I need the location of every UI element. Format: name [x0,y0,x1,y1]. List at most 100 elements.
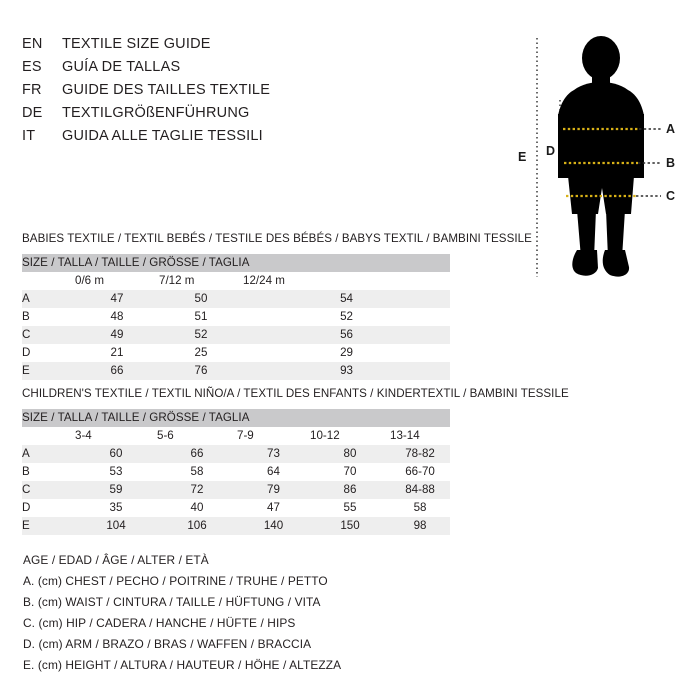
table-row: A 47 50 54 [22,290,451,308]
babies-cell-c-2: 56 [243,326,451,344]
figure-label-b: B [666,156,676,170]
children-column-header-3: 10-12 [310,427,390,445]
children-cell-c-2: 79 [237,481,310,499]
babies-column-header-row: 0/6 m 7/12 m 12/24 m [22,272,451,290]
table-row: C 49 52 56 [22,326,451,344]
babies-cell-b-2: 52 [243,308,451,326]
children-cell-e-3: 150 [310,517,390,535]
figure-label-c: C [666,189,676,203]
babies-cell-d-1: 25 [159,344,243,362]
babies-cell-a-1: 50 [159,290,243,308]
table-row: A 60 66 73 80 78-82 [22,445,451,463]
table-row: E 66 76 93 [22,362,451,380]
children-column-header-1: 5-6 [157,427,237,445]
children-cell-c-3: 86 [310,481,390,499]
language-row-it: IT GUIDA ALLE TAGLIE TESSILI [22,128,352,151]
legend-line-arm: D. (cm) ARM / BRAZO / BRAS / WAFFEN / BR… [23,637,312,651]
babies-row-label-c: C [22,326,75,344]
babies-row-label-b: B [22,308,75,326]
language-title-it: GUIDA ALLE TAGLIE TESSILI [62,128,263,144]
children-cell-e-4: 98 [390,517,451,535]
babies-cell-e-2: 93 [243,362,451,380]
language-title-de: TEXTILGRÖßENFÜHRUNG [62,105,250,121]
table-row: E 104 106 140 150 98 [22,517,451,535]
children-column-header-0: 3-4 [75,427,157,445]
legend-line-hip: C. (cm) HIP / CADERA / HANCHE / HÜFTE / … [23,616,296,630]
children-row-label-e: E [22,517,75,535]
children-cell-c-0: 59 [75,481,157,499]
children-cell-a-0: 60 [75,445,157,463]
language-title-en: TEXTILE SIZE GUIDE [62,36,211,52]
babies-column-header-1: 7/12 m [159,272,243,290]
table-row: B 53 58 64 70 66-70 [22,463,451,481]
babies-cell-e-1: 76 [159,362,243,380]
children-cell-a-2: 73 [237,445,310,463]
children-corner-cell [22,427,75,445]
children-cell-e-0: 104 [75,517,157,535]
children-column-header-2: 7-9 [237,427,310,445]
babies-cell-c-0: 49 [75,326,159,344]
children-cell-b-4: 66-70 [390,463,451,481]
child-silhouette-diagram [536,36,661,277]
figure-label-d: D [546,144,556,158]
language-code-fr: FR [22,82,42,98]
children-cell-a-1: 66 [157,445,237,463]
children-column-header-row: 3-4 5-6 7-9 10-12 13-14 [22,427,451,445]
children-cell-b-1: 58 [157,463,237,481]
children-cell-e-2: 140 [237,517,310,535]
children-cell-b-0: 53 [75,463,157,481]
babies-cell-d-2: 29 [243,344,451,362]
babies-row-label-d: D [22,344,75,362]
language-row-es: ES GUÍA DE TALLAS [22,59,352,82]
babies-cell-b-0: 48 [75,308,159,326]
children-size-header-label: SIZE / TALLA / TAILLE / GRÖSSE / TAGLIA [22,409,451,427]
children-size-table: SIZE / TALLA / TAILLE / GRÖSSE / TAGLIA … [22,409,451,535]
babies-size-header-row: SIZE / TALLA / TAILLE / GRÖSSE / TAGLIA [22,254,451,272]
language-code-de: DE [22,105,43,121]
babies-cell-d-0: 21 [75,344,159,362]
babies-cell-b-1: 51 [159,308,243,326]
children-cell-d-3: 55 [310,499,390,517]
children-cell-e-1: 106 [157,517,237,535]
babies-size-header-label: SIZE / TALLA / TAILLE / GRÖSSE / TAGLIA [22,254,451,272]
babies-column-header-0: 0/6 m [75,272,159,290]
babies-size-table: SIZE / TALLA / TAILLE / GRÖSSE / TAGLIA … [22,254,451,380]
language-row-en: EN TEXTILE SIZE GUIDE [22,36,352,59]
children-cell-b-2: 64 [237,463,310,481]
babies-cell-a-0: 47 [75,290,159,308]
language-row-de: DE TEXTILGRÖßENFÜHRUNG [22,105,352,128]
language-title-block: EN TEXTILE SIZE GUIDE ES GUÍA DE TALLAS … [22,36,352,151]
children-cell-d-2: 47 [237,499,310,517]
children-size-header-row: SIZE / TALLA / TAILLE / GRÖSSE / TAGLIA [22,409,451,427]
language-code-es: ES [22,59,42,75]
children-row-label-a: A [22,445,75,463]
table-row: D 35 40 47 55 58 [22,499,451,517]
children-row-label-d: D [22,499,75,517]
children-row-label-c: C [22,481,75,499]
language-code-it: IT [22,128,36,144]
children-cell-c-1: 72 [157,481,237,499]
measurement-figure: E D A B C [498,18,700,298]
babies-corner-cell [22,272,75,290]
legend-line-height: E. (cm) HEIGHT / ALTURA / HAUTEUR / HÖHE… [23,658,342,672]
babies-row-label-a: A [22,290,75,308]
children-column-header-4: 13-14 [390,427,451,445]
children-cell-a-3: 80 [310,445,390,463]
legend-line-waist: B. (cm) WAIST / CINTURA / TAILLE / HÜFTU… [23,595,321,609]
children-cell-b-3: 70 [310,463,390,481]
children-cell-a-4: 78-82 [390,445,451,463]
legend-line-age: AGE / EDAD / ÂGE / ALTER / ETÀ [23,553,209,567]
table-row: B 48 51 52 [22,308,451,326]
babies-cell-c-1: 52 [159,326,243,344]
children-row-label-b: B [22,463,75,481]
babies-section-caption: BABIES TEXTILE / TEXTIL BEBÉS / TESTILE … [22,232,532,245]
children-section-caption: CHILDREN'S TEXTILE / TEXTIL NIÑO/A / TEX… [22,387,569,400]
language-row-fr: FR GUIDE DES TAILLES TEXTILE [22,82,352,105]
children-cell-c-4: 84-88 [390,481,451,499]
language-title-es: GUÍA DE TALLAS [62,59,181,75]
babies-size-section: BABIES TEXTILE / TEXTIL BEBÉS / TESTILE … [22,232,532,380]
table-row: C 59 72 79 86 84-88 [22,481,451,499]
children-size-section: CHILDREN'S TEXTILE / TEXTIL NIÑO/A / TEX… [22,387,569,535]
language-title-fr: GUIDE DES TAILLES TEXTILE [62,82,271,98]
babies-cell-e-0: 66 [75,362,159,380]
